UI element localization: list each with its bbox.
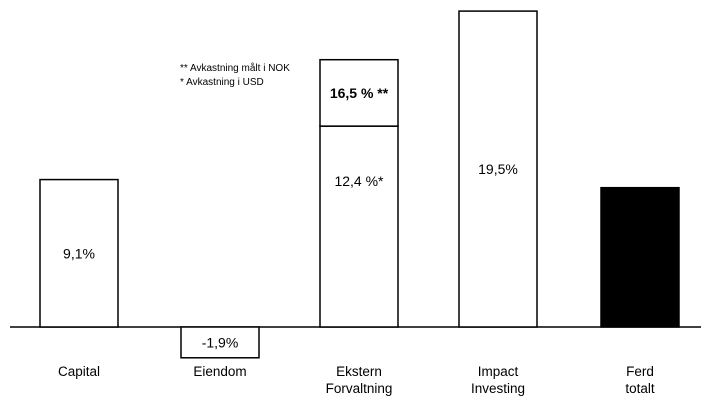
footnote-usd: * Avkastning i USD	[180, 77, 264, 88]
category-label-3: Impact Investing	[471, 364, 525, 396]
category-labels-group: Capital Eiendom Ekstern Forvaltning Impact In…	[58, 364, 655, 396]
bar-2-extra-segment	[319, 58, 399, 127]
bar-2	[319, 125, 399, 328]
value-label-1: -1,9%	[202, 334, 239, 350]
value-label-4: 8,6%	[624, 249, 656, 265]
footnotes: ** Avkastning målt i NOK * Avkastning i …	[180, 62, 290, 88]
bar-1	[180, 326, 260, 359]
category-label-2: Ekstern Forvaltning	[326, 364, 393, 396]
value-label-3: 19,5%	[478, 161, 518, 177]
bar-0	[39, 178, 119, 328]
value-label-2: 12,4 %*	[334, 173, 384, 189]
bar-3	[458, 10, 538, 328]
category-label-0: Capital	[58, 364, 100, 379]
category-label-1: Eiendom	[193, 364, 246, 379]
value-labels-group: 9,1% -1,9% 12,4 %* 16,5 % ** 19,5% 8,6%	[63, 85, 656, 350]
bars-group	[39, 10, 680, 359]
value-label-0: 9,1%	[63, 245, 95, 261]
bar-4	[600, 186, 680, 328]
category-label-4: Ferd totalt	[625, 364, 655, 396]
footnote-nok: ** Avkastning målt i NOK	[180, 62, 290, 74]
value-label-2-extra: 16,5 % **	[330, 85, 389, 101]
